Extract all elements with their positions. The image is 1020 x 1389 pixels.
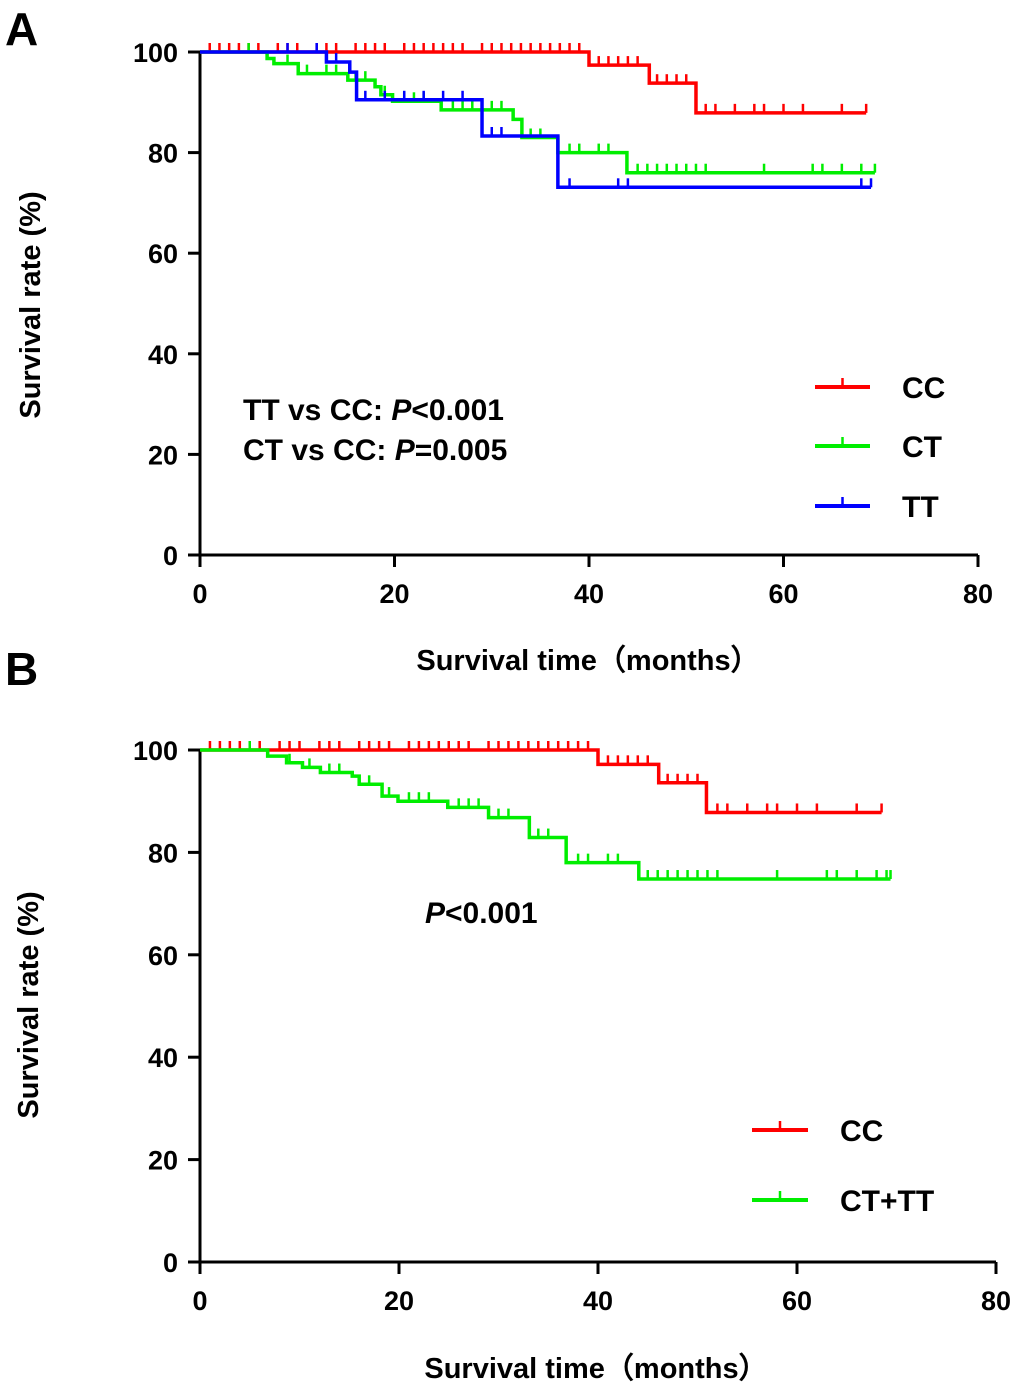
annotation-prefix: TT vs CC:: [243, 394, 391, 427]
p-value-annotation: P<0.001: [425, 897, 538, 930]
panel-B: B 0 20 40 60 80 0 20 40 60 80 100 Survival time（mont…: [5, 643, 1011, 1385]
y-tick-label: 40: [148, 1043, 178, 1073]
x-tick-label: 40: [583, 1286, 613, 1316]
annotation-p: P: [425, 897, 446, 930]
survival-curve: [200, 50, 867, 115]
x-tick-label: 0: [192, 1286, 207, 1316]
survival-curve: [200, 50, 872, 190]
legend-label: CC: [840, 1115, 883, 1148]
x-tick-label: 80: [981, 1286, 1011, 1316]
x-tick-label: 20: [384, 1286, 414, 1316]
x-tick-label: 40: [574, 579, 604, 609]
y-tick-label: 100: [133, 38, 178, 68]
y-tick-label: 80: [148, 139, 178, 169]
y-axis-label: Survival rate (%): [15, 191, 47, 418]
y-tick-label: 20: [148, 440, 178, 470]
series-CC: [200, 741, 883, 815]
x-axis-label: Survival time（months）: [424, 1352, 767, 1385]
legend-item: CC: [815, 372, 945, 405]
legend-item: TT: [815, 491, 939, 524]
p-value-annotation: CT vs CC: P=0.005: [243, 434, 507, 467]
y-tick-label: 40: [148, 340, 178, 370]
legend-label: CC: [902, 372, 945, 405]
x-tick-label: 20: [379, 579, 409, 609]
panel-letter: A: [5, 3, 38, 55]
annotation-p: P: [391, 394, 412, 427]
annotation-value: <0.001: [411, 394, 504, 427]
panel-letter: B: [5, 643, 38, 695]
y-axis-label: Survival rate (%): [13, 891, 45, 1118]
survival-curve: [200, 748, 882, 815]
series-CT+TT: [200, 741, 892, 881]
series-CC: [200, 43, 868, 115]
x-tick-label: 80: [963, 579, 993, 609]
y-tick-label: 0: [163, 1248, 178, 1278]
x-tick-label: 0: [192, 579, 207, 609]
annotation-prefix: CT vs CC:: [243, 434, 395, 467]
legend-label: TT: [902, 491, 939, 524]
y-tick-label: 20: [148, 1146, 178, 1176]
panel-A: A 0 20 40 60 80 0 20 40 60 80 100 Survival time（mont…: [5, 3, 993, 677]
legend-item: CT+TT: [752, 1185, 934, 1218]
x-tick-label: 60: [782, 1286, 812, 1316]
survival-curve: [200, 748, 891, 881]
legend-item: CC: [752, 1115, 883, 1148]
x-axis-label: Survival time（months）: [416, 644, 759, 677]
y-tick-label: 80: [148, 838, 178, 868]
y-tick-label: 60: [148, 239, 178, 269]
y-tick-label: 100: [133, 736, 178, 766]
legend-item: CT: [815, 431, 942, 464]
series-CT: [200, 43, 877, 175]
legend-label: CT+TT: [840, 1185, 934, 1218]
series-TT: [200, 43, 873, 190]
y-tick-label: 60: [148, 941, 178, 971]
legend-label: CT: [902, 431, 942, 464]
x-tick-label: 60: [768, 579, 798, 609]
annotation-value: <0.001: [445, 897, 538, 930]
y-tick-label: 0: [163, 541, 178, 571]
annotation-p: P: [395, 434, 416, 467]
p-value-annotation: TT vs CC: P<0.001: [243, 394, 504, 427]
annotation-value: =0.005: [415, 434, 508, 467]
